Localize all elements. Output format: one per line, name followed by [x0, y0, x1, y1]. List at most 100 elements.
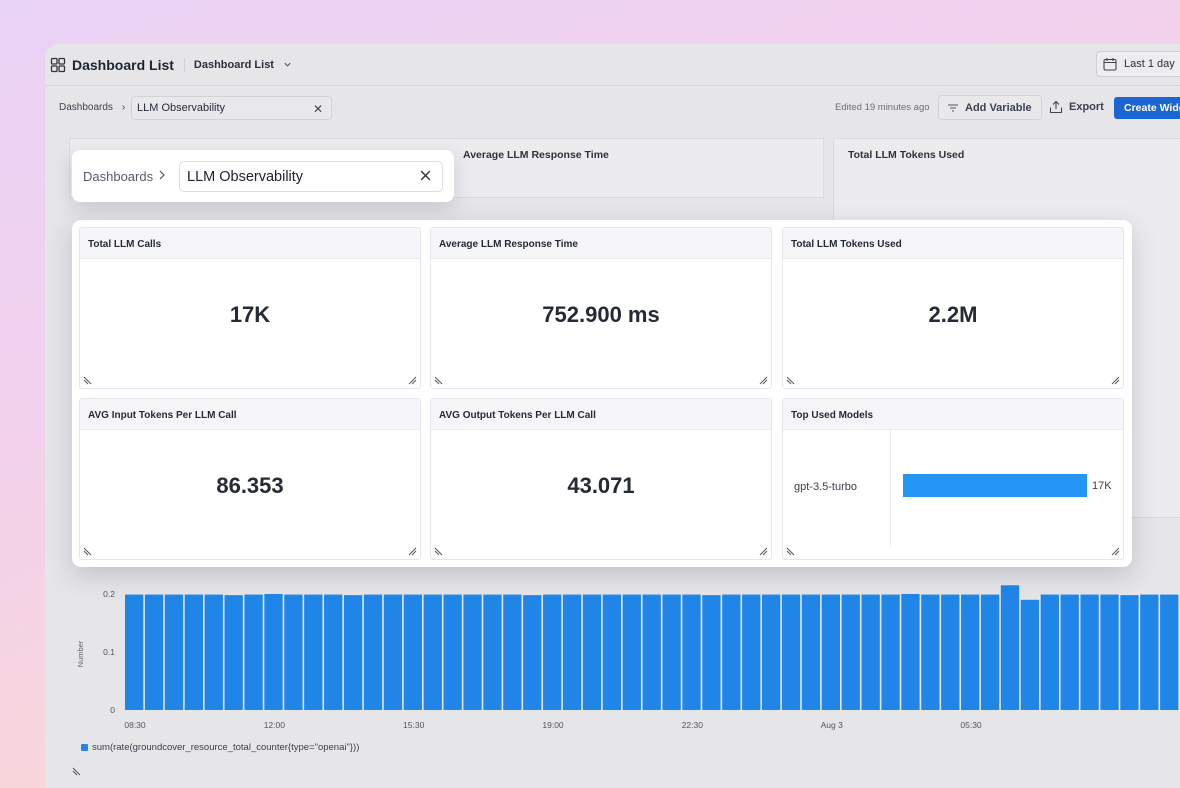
y-tick-label: 0.1 — [103, 647, 115, 657]
resize-handle-icon[interactable] — [1111, 376, 1120, 385]
resize-handle-icon[interactable] — [408, 376, 417, 385]
chart-bar[interactable] — [881, 594, 900, 710]
chart-bar[interactable] — [423, 594, 442, 710]
chart-bar[interactable] — [184, 594, 204, 710]
resize-handle-icon[interactable] — [434, 376, 443, 385]
chart-bar[interactable] — [244, 594, 263, 710]
chart-bar[interactable] — [980, 594, 1000, 710]
chart-bar[interactable] — [324, 594, 343, 710]
chart-bar[interactable] — [483, 594, 502, 710]
time-range-picker[interactable]: Last 1 day — [1096, 51, 1180, 77]
resize-handle-icon[interactable] — [434, 547, 443, 556]
chart-bar[interactable] — [1080, 594, 1099, 710]
stat-card-avg-output-tokens[interactable]: AVG Output Tokens Per LLM Call 43.071 — [430, 398, 772, 560]
resize-handle-icon[interactable] — [759, 547, 768, 556]
chart-bar[interactable] — [961, 594, 980, 710]
close-icon[interactable]: ✕ — [312, 102, 323, 116]
x-tick-label: 15:30 — [403, 720, 425, 730]
dashboard-list-dropdown[interactable]: Dashboard List — [194, 59, 292, 71]
export-label: Export — [1069, 101, 1104, 113]
stat-card-avg-input-tokens[interactable]: AVG Input Tokens Per LLM Call 86.353 — [79, 398, 421, 560]
model-value: 17K — [1092, 480, 1112, 492]
chart-bar[interactable] — [622, 594, 641, 710]
stat-card-total-tokens[interactable]: Total LLM Tokens Used 2.2M — [782, 227, 1124, 389]
add-variable-label: Add Variable — [965, 101, 1032, 114]
legend-swatch — [81, 744, 88, 751]
chart-bar[interactable] — [503, 594, 522, 710]
chart-bar[interactable] — [1140, 594, 1159, 710]
chart-bar[interactable] — [363, 594, 383, 710]
chart-bar[interactable] — [781, 594, 801, 710]
chart-bar[interactable] — [761, 594, 781, 710]
chart-legend[interactable]: sum(rate(groundcover_resource_total_coun… — [81, 742, 359, 753]
chart-bar[interactable] — [1120, 595, 1139, 710]
stat-card-top-models[interactable]: Top Used Models gpt-3.5-turbo 17K — [782, 398, 1124, 560]
chart-bar[interactable] — [284, 594, 303, 710]
chart-bar[interactable] — [662, 594, 681, 710]
chart-bar[interactable] — [1040, 594, 1059, 710]
bg-widget-title: Total LLM Tokens Used — [848, 149, 965, 161]
chart-bar[interactable] — [383, 594, 403, 710]
chart-bar[interactable] — [682, 594, 701, 710]
chart-bar[interactable] — [642, 594, 661, 710]
breadcrumb-current: LLM Observability — [137, 102, 226, 114]
chart-bar[interactable] — [343, 595, 363, 710]
chart-bar[interactable] — [144, 594, 164, 710]
card-title: Total LLM Calls — [80, 228, 420, 259]
stat-cards-panel: Total LLM Calls 17K Average LLM Response… — [72, 220, 1132, 567]
chart-bar[interactable] — [264, 594, 283, 710]
card-title: Top Used Models — [783, 399, 1123, 430]
breadcrumb: Dashboards › — [59, 102, 133, 113]
chart-bar[interactable] — [1100, 594, 1119, 710]
close-icon[interactable] — [419, 169, 432, 182]
chart-bar[interactable] — [403, 594, 422, 710]
breadcrumb-current-chip[interactable]: LLM Observability — [179, 161, 443, 192]
chart-bar[interactable] — [861, 594, 880, 710]
chart-bar[interactable] — [304, 594, 323, 710]
model-bar[interactable] — [903, 474, 1087, 497]
card-value: 86.353 — [216, 473, 284, 498]
chart-bar[interactable] — [125, 594, 144, 710]
chart-bar[interactable] — [722, 594, 741, 710]
resize-handle-icon[interactable] — [786, 547, 795, 556]
chart-bar[interactable] — [164, 594, 184, 710]
resize-handle-icon[interactable] — [408, 547, 417, 556]
chart-bar[interactable] — [702, 595, 721, 710]
resize-handle-icon[interactable] — [1111, 547, 1120, 556]
chart-bar[interactable] — [941, 594, 960, 710]
chart-bar[interactable] — [523, 595, 542, 710]
resize-handle-icon[interactable] — [83, 547, 92, 556]
chart-bar[interactable] — [204, 594, 223, 710]
chart-bar[interactable] — [1020, 599, 1040, 710]
chart-bar[interactable] — [821, 594, 841, 710]
breadcrumb-current-chip[interactable]: LLM Observability ✕ — [131, 96, 332, 120]
chart-bar[interactable] — [602, 594, 622, 710]
chart-bar[interactable] — [562, 594, 582, 710]
add-variable-button[interactable]: Add Variable — [938, 95, 1042, 120]
chart-bar[interactable] — [543, 594, 562, 710]
stat-card-avg-response[interactable]: Average LLM Response Time 752.900 ms — [430, 227, 772, 389]
chart-bar[interactable] — [443, 594, 462, 710]
chart-bar[interactable] — [801, 594, 821, 710]
chart-bar[interactable] — [1000, 585, 1020, 710]
resize-handle-icon[interactable] — [759, 376, 768, 385]
chart-bar[interactable] — [224, 595, 243, 710]
chart-bar[interactable] — [1060, 594, 1079, 710]
breadcrumb-root[interactable]: Dashboards — [59, 102, 113, 113]
export-button[interactable]: Export — [1049, 100, 1104, 114]
resize-handle-icon[interactable] — [83, 376, 92, 385]
chart-bar[interactable] — [841, 594, 860, 710]
chart-bar[interactable] — [463, 594, 482, 710]
chart-bar[interactable] — [901, 594, 920, 710]
chart-bar[interactable] — [1160, 594, 1179, 710]
create-widget-button[interactable]: Create Widget — [1114, 97, 1180, 119]
resize-handle-icon[interactable] — [72, 767, 81, 776]
resize-handle-icon[interactable] — [786, 376, 795, 385]
chart-bar[interactable] — [742, 594, 761, 710]
model-label: gpt-3.5-turbo — [794, 481, 857, 493]
card-title: AVG Input Tokens Per LLM Call — [80, 399, 420, 430]
stat-card-total-calls[interactable]: Total LLM Calls 17K — [79, 227, 421, 389]
breadcrumb-root[interactable]: Dashboards — [83, 169, 154, 184]
chart-bar[interactable] — [582, 594, 602, 710]
chart-bar[interactable] — [921, 594, 940, 710]
